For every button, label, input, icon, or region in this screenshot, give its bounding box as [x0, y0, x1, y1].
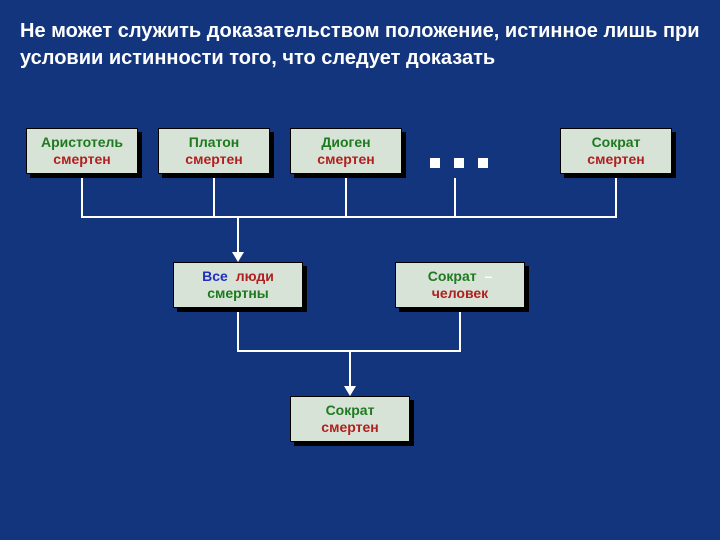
node-socrates-man: Сократ – человек [395, 262, 525, 308]
node-all-people: Все люди смертны [173, 262, 303, 308]
connector-drop-row1 [454, 178, 456, 216]
connector-arrow1-stem [237, 216, 239, 252]
node-socrates-man-line1b: – [484, 268, 492, 284]
ellipsis-dots [430, 158, 488, 168]
connector-bus-row1 [81, 216, 617, 218]
node-all-people-line1a: Все [202, 268, 228, 284]
node-socrates-man-line1a: Сократ [428, 268, 477, 284]
node-socrates-top-line1: Сократ [592, 134, 641, 152]
connector-arrow2-stem [349, 350, 351, 386]
node-socrates-top: Сократ смертен [560, 128, 672, 174]
dot-icon [478, 158, 488, 168]
arrowhead-icon [344, 386, 356, 396]
node-socrates-man-line2: человек [432, 285, 488, 303]
connector-drop-row1 [615, 178, 617, 216]
node-diogenes-line2: смертен [317, 151, 374, 169]
dot-icon [454, 158, 464, 168]
node-diogenes: Диоген смертен [290, 128, 402, 174]
node-aristotle: Аристотель смертен [26, 128, 138, 174]
node-all-people-line1b: люди [236, 268, 274, 284]
connector-drop-row2 [459, 312, 461, 350]
node-all-people-line1: Все люди [202, 268, 274, 286]
node-socrates-man-line1: Сократ – [428, 268, 493, 286]
node-conclusion: Сократ смертен [290, 396, 410, 442]
node-all-people-line2: смертны [207, 285, 269, 303]
node-plato-line2: смертен [185, 151, 242, 169]
connector-drop-row1 [81, 178, 83, 216]
node-aristotle-line2: смертен [53, 151, 110, 169]
dot-icon [430, 158, 440, 168]
node-aristotle-line1: Аристотель [41, 134, 123, 152]
node-plato: Платон смертен [158, 128, 270, 174]
arrowhead-icon [232, 252, 244, 262]
page-title: Не может служить доказательством положен… [20, 18, 700, 72]
diagram-stage: Не может служить доказательством положен… [0, 0, 720, 540]
connector-drop-row1 [345, 178, 347, 216]
node-plato-line1: Платон [189, 134, 239, 152]
connector-drop-row2 [237, 312, 239, 350]
connector-drop-row1 [213, 178, 215, 216]
node-diogenes-line1: Диоген [321, 134, 370, 152]
node-conclusion-line2: смертен [321, 419, 378, 437]
node-conclusion-line1: Сократ [326, 402, 375, 420]
node-socrates-top-line2: смертен [587, 151, 644, 169]
